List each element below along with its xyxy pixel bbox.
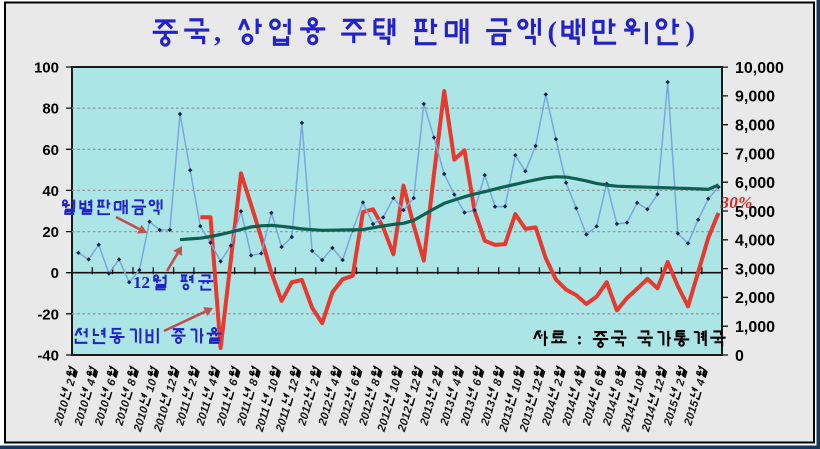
- svg-text:8: 8: [613, 377, 627, 387]
- svg-text:8,000: 8,000: [735, 118, 775, 135]
- svg-text:9,000: 9,000: [735, 89, 775, 106]
- svg-text:12: 12: [530, 377, 545, 393]
- svg-text:80: 80: [42, 101, 59, 118]
- svg-text:12: 12: [133, 273, 150, 292]
- svg-text:4: 4: [451, 377, 465, 388]
- svg-text:6,000: 6,000: [735, 175, 775, 192]
- svg-text:2,000: 2,000: [735, 290, 775, 307]
- svg-text:3,000: 3,000: [735, 261, 775, 278]
- svg-text:2: 2: [674, 377, 688, 388]
- svg-text:12: 12: [408, 377, 423, 393]
- svg-text:6: 6: [349, 377, 363, 387]
- svg-text:10: 10: [510, 377, 525, 393]
- svg-text:8: 8: [248, 377, 262, 387]
- svg-text:10: 10: [266, 377, 281, 393]
- svg-text:5,000: 5,000: [735, 204, 775, 221]
- svg-text:4: 4: [207, 377, 221, 388]
- svg-text:2: 2: [430, 377, 444, 388]
- svg-text:8: 8: [126, 377, 140, 387]
- svg-text:12: 12: [652, 377, 667, 393]
- svg-text:4: 4: [85, 377, 99, 388]
- svg-text:4: 4: [573, 377, 587, 388]
- svg-text:6: 6: [227, 377, 241, 387]
- svg-text:10: 10: [388, 377, 403, 393]
- svg-text:): ): [686, 17, 696, 48]
- svg-text:(: (: [548, 17, 558, 48]
- svg-text:100: 100: [34, 60, 59, 77]
- svg-text:,: ,: [214, 17, 221, 48]
- svg-text:4,000: 4,000: [735, 233, 775, 250]
- svg-text:4: 4: [694, 377, 708, 388]
- svg-text:10,000: 10,000: [735, 60, 784, 77]
- svg-text:6: 6: [471, 377, 485, 387]
- svg-text:2: 2: [186, 377, 200, 388]
- svg-text:0: 0: [51, 265, 59, 282]
- svg-text:0: 0: [735, 348, 744, 365]
- svg-text:12: 12: [165, 377, 180, 393]
- svg-text:10: 10: [632, 377, 647, 393]
- svg-text:-40: -40: [37, 348, 59, 365]
- svg-text:2: 2: [308, 377, 322, 388]
- svg-text:40: 40: [42, 183, 59, 200]
- svg-text:8: 8: [491, 377, 505, 387]
- svg-text:-20: -20: [37, 306, 59, 323]
- svg-text:30%: 30%: [720, 193, 753, 212]
- svg-text:2: 2: [552, 377, 566, 388]
- svg-text:60: 60: [42, 142, 59, 159]
- svg-text:8: 8: [370, 377, 384, 387]
- svg-text:10: 10: [144, 377, 159, 393]
- svg-text:7,000: 7,000: [735, 146, 775, 163]
- svg-text:2: 2: [65, 377, 79, 388]
- svg-text::: :: [577, 328, 583, 348]
- svg-text:1,000: 1,000: [735, 319, 775, 336]
- svg-text:4: 4: [329, 377, 343, 388]
- svg-text:6: 6: [105, 377, 119, 387]
- svg-text:6: 6: [593, 377, 607, 387]
- svg-text:12: 12: [286, 377, 301, 393]
- svg-text:20: 20: [42, 224, 59, 241]
